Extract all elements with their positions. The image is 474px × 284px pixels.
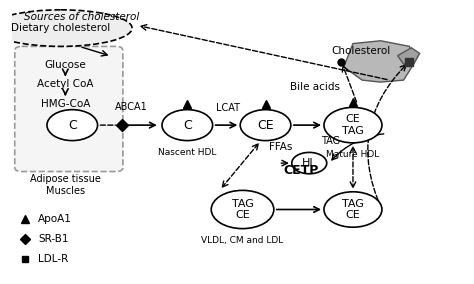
Text: Mature HDL: Mature HDL bbox=[326, 150, 380, 159]
Text: TAG
CE: TAG CE bbox=[232, 199, 254, 220]
Text: TAG
CE: TAG CE bbox=[342, 199, 364, 220]
Text: TAG: TAG bbox=[321, 136, 340, 147]
Text: ABCA1: ABCA1 bbox=[115, 102, 147, 112]
Text: HMG-CoA: HMG-CoA bbox=[41, 99, 90, 109]
Text: Sources of cholesterol: Sources of cholesterol bbox=[24, 12, 139, 22]
Circle shape bbox=[162, 110, 213, 141]
Circle shape bbox=[47, 110, 98, 141]
Text: ApoA1: ApoA1 bbox=[38, 214, 72, 224]
Ellipse shape bbox=[0, 10, 132, 46]
Circle shape bbox=[324, 192, 382, 227]
Text: Bile acids: Bile acids bbox=[290, 82, 340, 92]
Circle shape bbox=[324, 107, 382, 143]
Text: CE
TAG: CE TAG bbox=[342, 114, 364, 136]
Text: C: C bbox=[183, 119, 191, 131]
Text: LDL-R: LDL-R bbox=[38, 254, 68, 264]
Circle shape bbox=[211, 190, 274, 229]
Text: Dietary cholesterol: Dietary cholesterol bbox=[11, 23, 110, 33]
Text: Acetyl CoA: Acetyl CoA bbox=[37, 79, 93, 89]
Polygon shape bbox=[344, 41, 414, 82]
Text: Nascent HDL: Nascent HDL bbox=[158, 148, 217, 156]
FancyBboxPatch shape bbox=[15, 46, 123, 172]
Text: SR-B1: SR-B1 bbox=[38, 234, 69, 244]
Text: VLDL, CM and LDL: VLDL, CM and LDL bbox=[201, 236, 283, 245]
Text: CE: CE bbox=[257, 119, 274, 131]
Text: FFAs: FFAs bbox=[269, 142, 292, 152]
Text: Adipose tissue
Muscles: Adipose tissue Muscles bbox=[30, 174, 101, 196]
Circle shape bbox=[292, 153, 327, 174]
Text: Glucose: Glucose bbox=[45, 60, 86, 70]
Text: CETP: CETP bbox=[284, 164, 319, 177]
Circle shape bbox=[240, 110, 291, 141]
Text: LCAT: LCAT bbox=[216, 103, 240, 113]
Text: Cholesterol: Cholesterol bbox=[332, 46, 391, 56]
Text: HL: HL bbox=[302, 158, 317, 168]
Polygon shape bbox=[398, 48, 419, 64]
Text: C: C bbox=[68, 119, 77, 131]
